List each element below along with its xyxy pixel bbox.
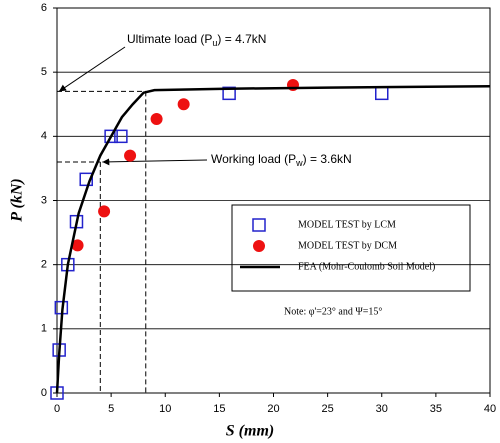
- ann-text: Ultimate load (P: [127, 32, 212, 46]
- legend-marker: [253, 240, 265, 252]
- x-tick-label: 5: [108, 403, 114, 415]
- legend-label: MODEL TEST by DCM: [298, 240, 397, 251]
- point: [98, 205, 111, 218]
- point: [104, 129, 118, 144]
- y-tick-label: 5: [41, 66, 47, 78]
- fea-line: [55, 85, 491, 394]
- ann-sub: u: [212, 38, 217, 48]
- x-tick-label: 25: [322, 403, 334, 415]
- x-tick-label: 15: [213, 403, 225, 415]
- x-tick-label: 40: [484, 403, 496, 415]
- x-tick-label: 0: [54, 403, 60, 415]
- arrow: [58, 46, 126, 92]
- ann-sub: w: [295, 158, 303, 168]
- y-tick-label: 3: [41, 194, 47, 206]
- legend-box: [231, 204, 471, 292]
- point: [177, 98, 190, 111]
- plot-frame: [56, 7, 491, 394]
- point: [375, 86, 389, 101]
- point: [150, 113, 163, 126]
- working-annotation: Working load (Pw) = 3.6kN: [211, 152, 352, 168]
- y-tick-label: 2: [41, 259, 47, 271]
- point: [79, 172, 93, 187]
- ann-text: Working load (P: [211, 152, 296, 166]
- ultimate-annotation: Ultimate load (Pu) = 4.7kN: [127, 32, 266, 48]
- point: [222, 86, 236, 101]
- arrow: [102, 158, 208, 166]
- point: [114, 129, 128, 144]
- x-tick-label: 10: [159, 403, 171, 415]
- y-tick-label: 6: [41, 2, 47, 14]
- y-tick-label: 0: [41, 387, 47, 399]
- ann-text: ) = 3.6kN: [303, 152, 352, 166]
- point: [124, 149, 137, 162]
- x-tick-label: 30: [376, 403, 388, 415]
- x-axis-label: S (mm): [226, 423, 274, 440]
- y-axis-label: P (kN): [9, 178, 26, 222]
- x-tick-label: 35: [430, 403, 442, 415]
- legend-label: MODEL TEST by LCM: [298, 219, 396, 230]
- point: [71, 239, 84, 252]
- y-tick-label: 1: [41, 323, 47, 335]
- note: Note: φ'=23° and Ψ=15°: [284, 306, 382, 317]
- ann-text: ) = 4.7kN: [217, 32, 266, 46]
- x-tick-label: 20: [267, 403, 279, 415]
- y-tick-label: 4: [41, 130, 47, 142]
- legend-label: FEA (Mohr-Coulomb Soil Model): [298, 261, 435, 272]
- legend-marker: [252, 218, 266, 232]
